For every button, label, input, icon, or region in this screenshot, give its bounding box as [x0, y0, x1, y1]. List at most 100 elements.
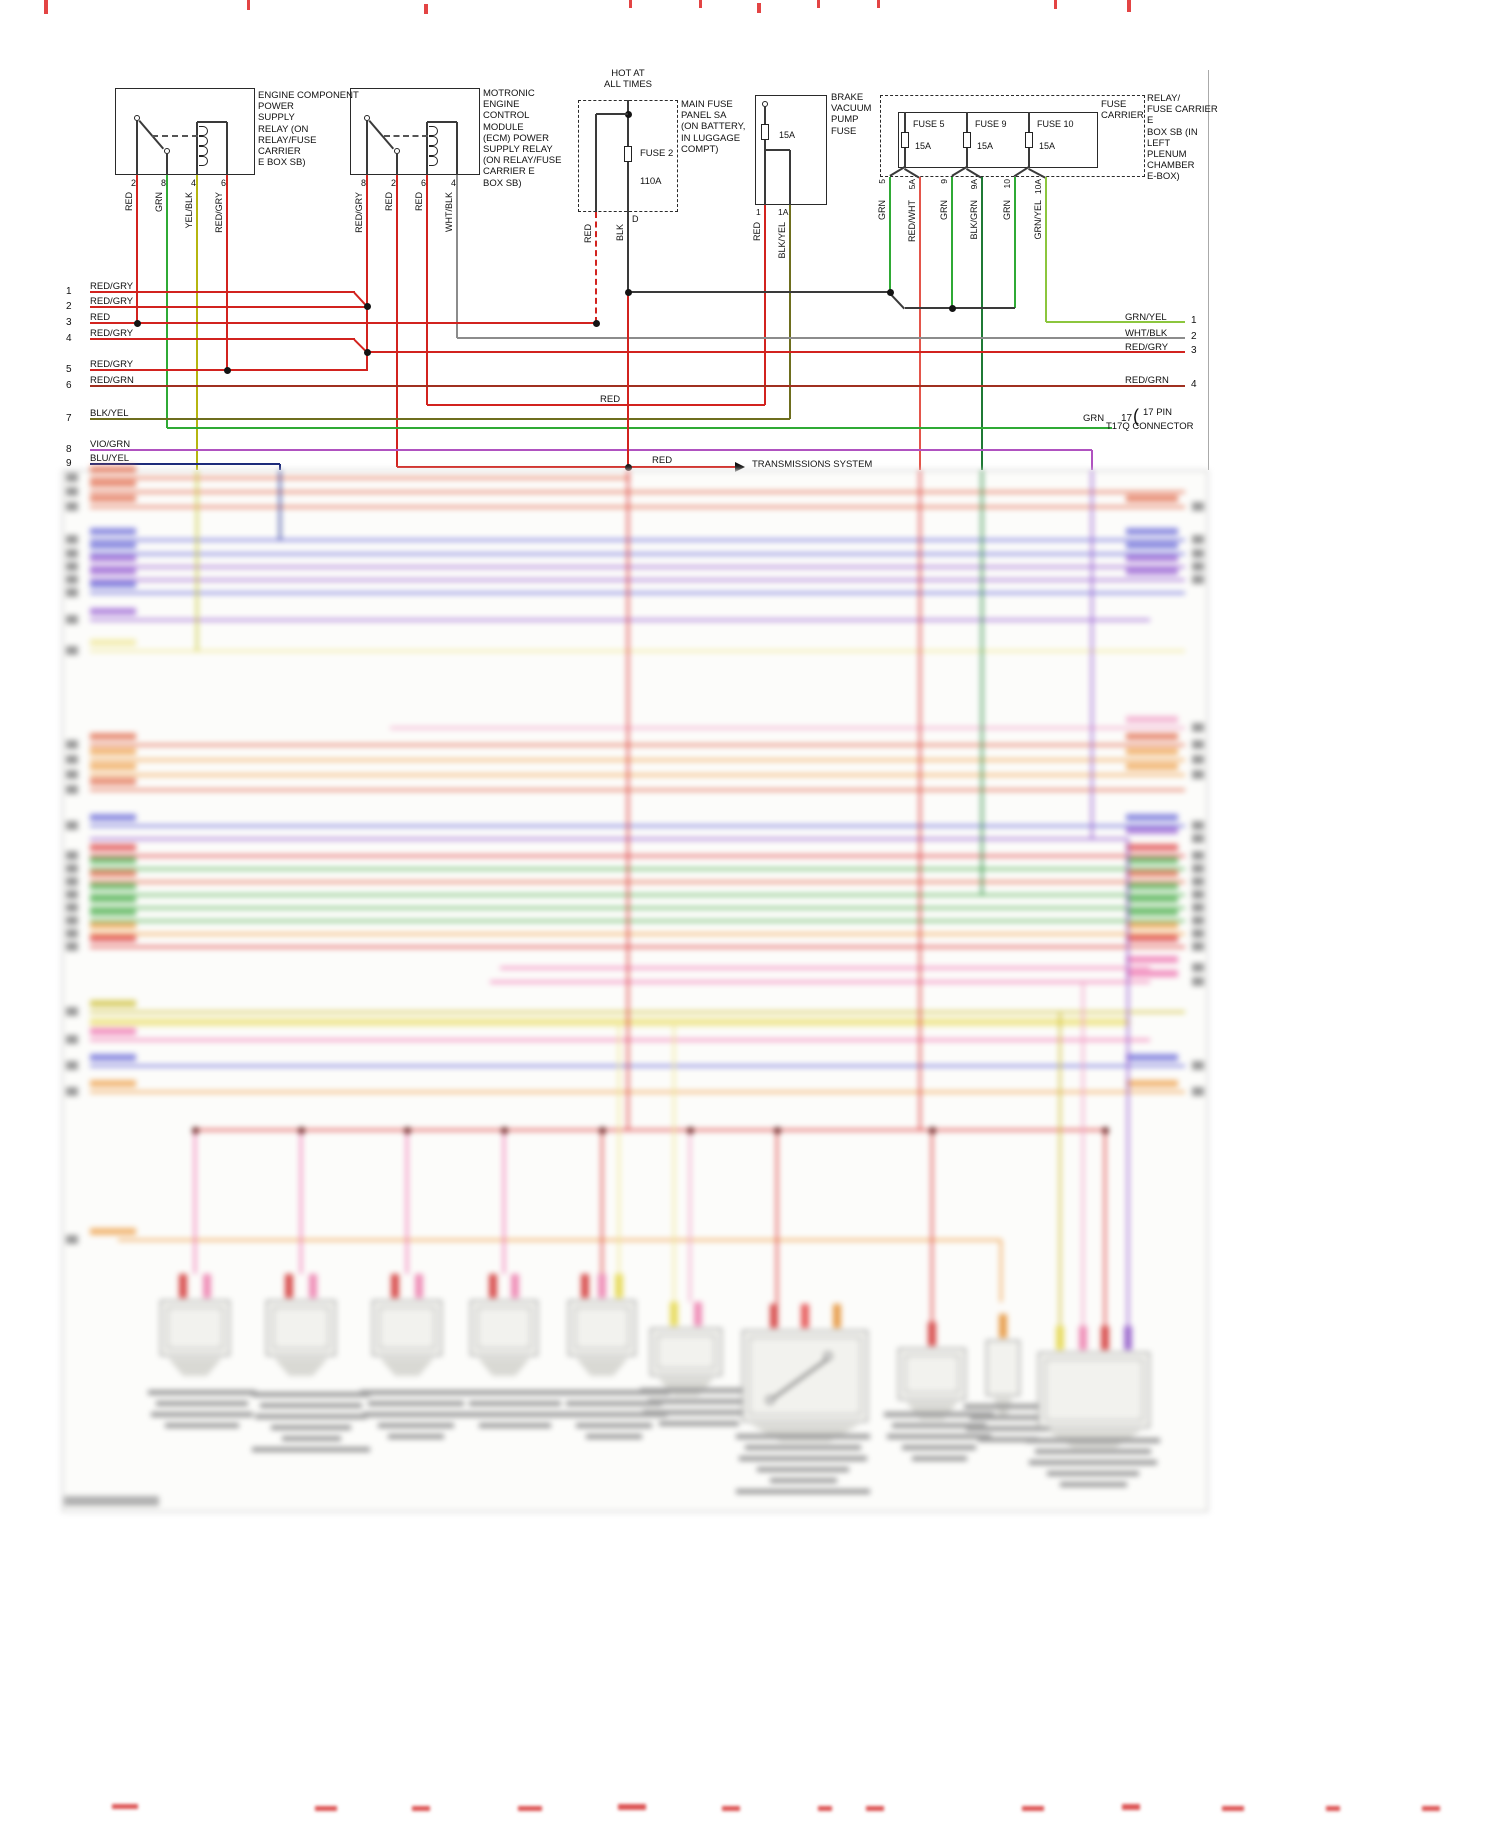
blurred-connector-pin: [179, 1274, 188, 1298]
label-17-pin: 17 PIN: [1143, 407, 1173, 418]
wire-horizontal: [90, 291, 355, 293]
pin-number: 2: [391, 178, 397, 188]
blurred-wire-label: [90, 1080, 136, 1087]
row-number-3: 3: [66, 317, 72, 328]
blurred-text-line: [757, 1467, 849, 1472]
blurred-wire: [90, 618, 1150, 622]
blurred-text-line: [462, 1390, 568, 1395]
blurred-wire-label: [1126, 555, 1178, 562]
blurred-row-number: [1192, 549, 1204, 558]
blurred-wire: [500, 966, 1150, 970]
wire-horizontal: [596, 113, 628, 115]
blurred-text-line: [469, 1401, 561, 1406]
wire-vertical: [1028, 112, 1030, 132]
registration-mark: [315, 1806, 337, 1811]
label-fuse-10: FUSE 10: [1037, 119, 1074, 129]
connector-pin-1: 1: [1191, 315, 1197, 326]
label-t17q-connector: T17Q CONNECTOR: [1106, 421, 1194, 432]
blurred-component-inner: [273, 1307, 329, 1349]
blurred-wire-label: [1126, 763, 1178, 770]
blurred-wire-label: [90, 778, 136, 785]
terminal-circle: [164, 148, 170, 154]
blurred-text-line: [560, 1412, 668, 1417]
blurred-wire-label: [90, 814, 136, 821]
blurred-component-box: [1038, 1352, 1150, 1428]
blurred-text-line: [464, 1412, 566, 1417]
wire-color-label: RED/GRY: [1125, 342, 1169, 353]
row-number-2: 2: [66, 301, 72, 312]
blurred-wire: [90, 538, 1185, 542]
wire-vertical: [396, 154, 398, 175]
blurred-row-number: [1192, 864, 1204, 873]
wire-horizontal: [905, 307, 1015, 309]
blurred-wire: [626, 470, 630, 1130]
wire-vertical: [595, 114, 597, 212]
blurred-wire-label: [1126, 909, 1178, 916]
wire-vertical: [889, 177, 891, 292]
engine-component-relay-box: [115, 88, 255, 175]
connector-pin-3: 3: [1191, 345, 1197, 356]
blurred-row-number: [1192, 963, 1204, 972]
registration-mark: [112, 1804, 138, 1809]
blurred-wire: [490, 980, 1150, 984]
blurred-row-number: [66, 588, 78, 597]
row-number-6: 6: [66, 380, 72, 391]
blurred-text-line: [150, 1412, 254, 1417]
blurred-row-number: [66, 487, 78, 496]
blurred-component-box: [470, 1300, 538, 1356]
blurred-row-number: [66, 549, 78, 558]
wire-vertical: [627, 100, 629, 146]
blurred-row-number: [66, 916, 78, 925]
terminal-label-d: D: [632, 214, 639, 224]
wire-vertical: [951, 177, 953, 308]
blurred-wire-label: [1126, 716, 1178, 723]
junction-dot: [624, 110, 632, 118]
wire-color-label: RED/GRN: [1125, 375, 1169, 386]
blurred-component-inner: [657, 1335, 715, 1369]
blurred-text-line: [377, 1423, 455, 1428]
blurred-component-funnel: [380, 1358, 434, 1376]
blurred-component-box: [898, 1348, 966, 1400]
blurred-text-line: [884, 1412, 994, 1417]
blurred-text-line: [575, 1423, 653, 1428]
registration-mark: [424, 4, 428, 14]
blurred-wire-label: [90, 480, 136, 487]
blurred-row-number: [66, 1035, 78, 1044]
blurred-text-line: [970, 1415, 1046, 1420]
blurred-row-number: [66, 755, 78, 764]
blurred-page-border: [62, 470, 1208, 1512]
blurred-wire: [918, 470, 922, 1130]
blurred-component-inner: [477, 1307, 531, 1349]
blurred-junction-dot: [686, 1126, 694, 1134]
blurred-wire-label: [90, 639, 136, 646]
registration-mark: [866, 1806, 884, 1811]
junction-dot: [363, 348, 371, 356]
blurred-wire: [90, 565, 1185, 569]
blurred-wire: [195, 1129, 1105, 1131]
pin-number: 1: [756, 207, 761, 217]
wire-horizontal: [90, 385, 1185, 387]
arrow-icon: [735, 462, 745, 472]
blurred-wire-label: [1126, 528, 1178, 535]
blurred-row-number: [66, 890, 78, 899]
wire-horizontal: [90, 338, 355, 340]
blurred-text-line: [148, 1390, 256, 1395]
junction-dot: [624, 288, 632, 296]
blurred-text-line: [739, 1456, 867, 1461]
wire-vertical: [789, 205, 791, 419]
wire-vertical: [904, 148, 906, 168]
label-brake-vacuum-pump-fuse: BRAKE VACUUM PUMP FUSE: [831, 92, 872, 137]
registration-mark: [629, 0, 632, 8]
blurred-wire: [90, 773, 1185, 777]
blurred-connector-pin: [769, 1304, 778, 1328]
blurred-row-number: [1192, 575, 1204, 584]
wire-vertical: [426, 122, 428, 175]
wire-color-label: RED: [600, 394, 621, 405]
blurred-wire-label: [1126, 1080, 1178, 1087]
blurred-text-line: [478, 1423, 552, 1428]
blurred-wire: [90, 591, 1185, 595]
wire-horizontal: [90, 449, 1092, 451]
blurred-wire-label: [90, 555, 136, 562]
blurred-wire: [90, 893, 1185, 897]
blurred-wire: [405, 1130, 409, 1274]
